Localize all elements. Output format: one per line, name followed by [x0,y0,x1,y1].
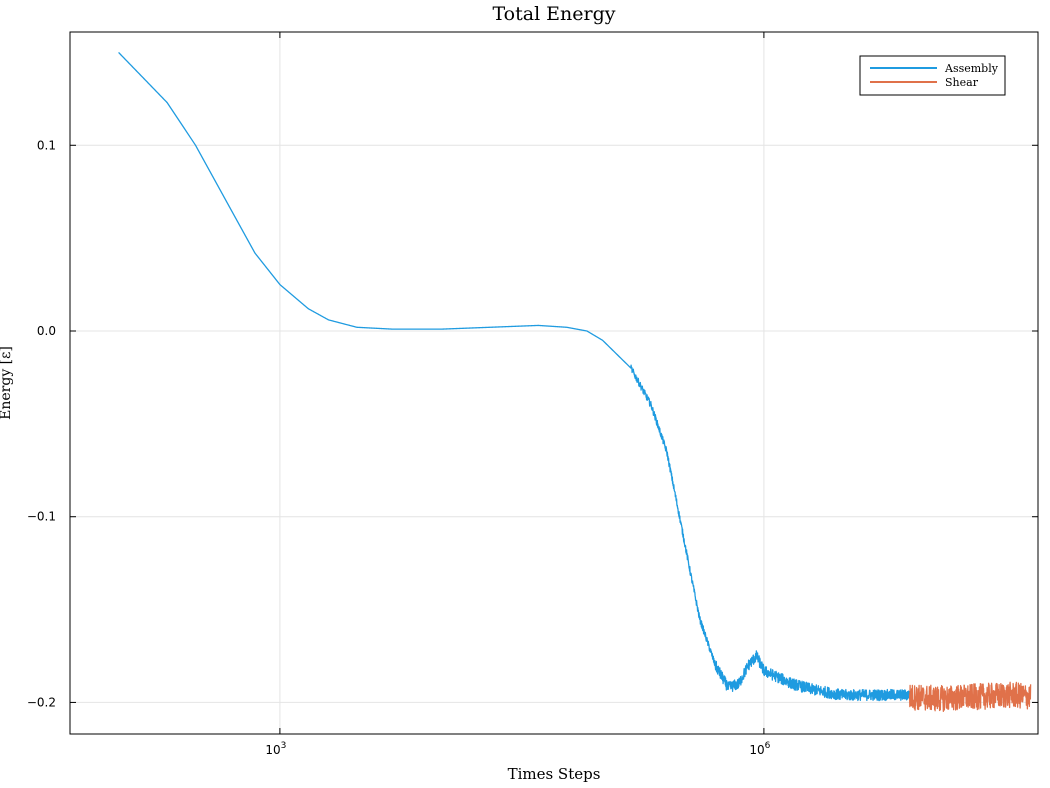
series [118,51,1032,713]
plot-frame [69,31,1039,735]
y-tick-label: 0.0 [37,324,56,338]
x-axis-label: Times Steps [508,765,601,783]
ticks [70,32,1038,734]
y-tick-label: 0.1 [37,138,56,152]
legend-box [859,55,1006,96]
legend-label-shear: Shear [945,76,979,89]
grid [70,32,1038,734]
x-tick-label: 103 [265,741,286,757]
y-tick-label: −0.2 [27,695,56,709]
y-axis-label: Energy [ε] [0,346,14,420]
chart-title: Total Energy [492,3,615,25]
x-tick-label: 106 [749,741,770,757]
legend: Assembly Shear [859,55,1006,96]
tick-labels: 103 106 0.1 0.0 −0.1 −0.2 [27,138,771,757]
series-line-shear [908,681,1032,713]
legend-label-assembly: Assembly [944,62,999,75]
series-line-assembly [118,51,911,702]
y-tick-label: −0.1 [27,510,56,524]
